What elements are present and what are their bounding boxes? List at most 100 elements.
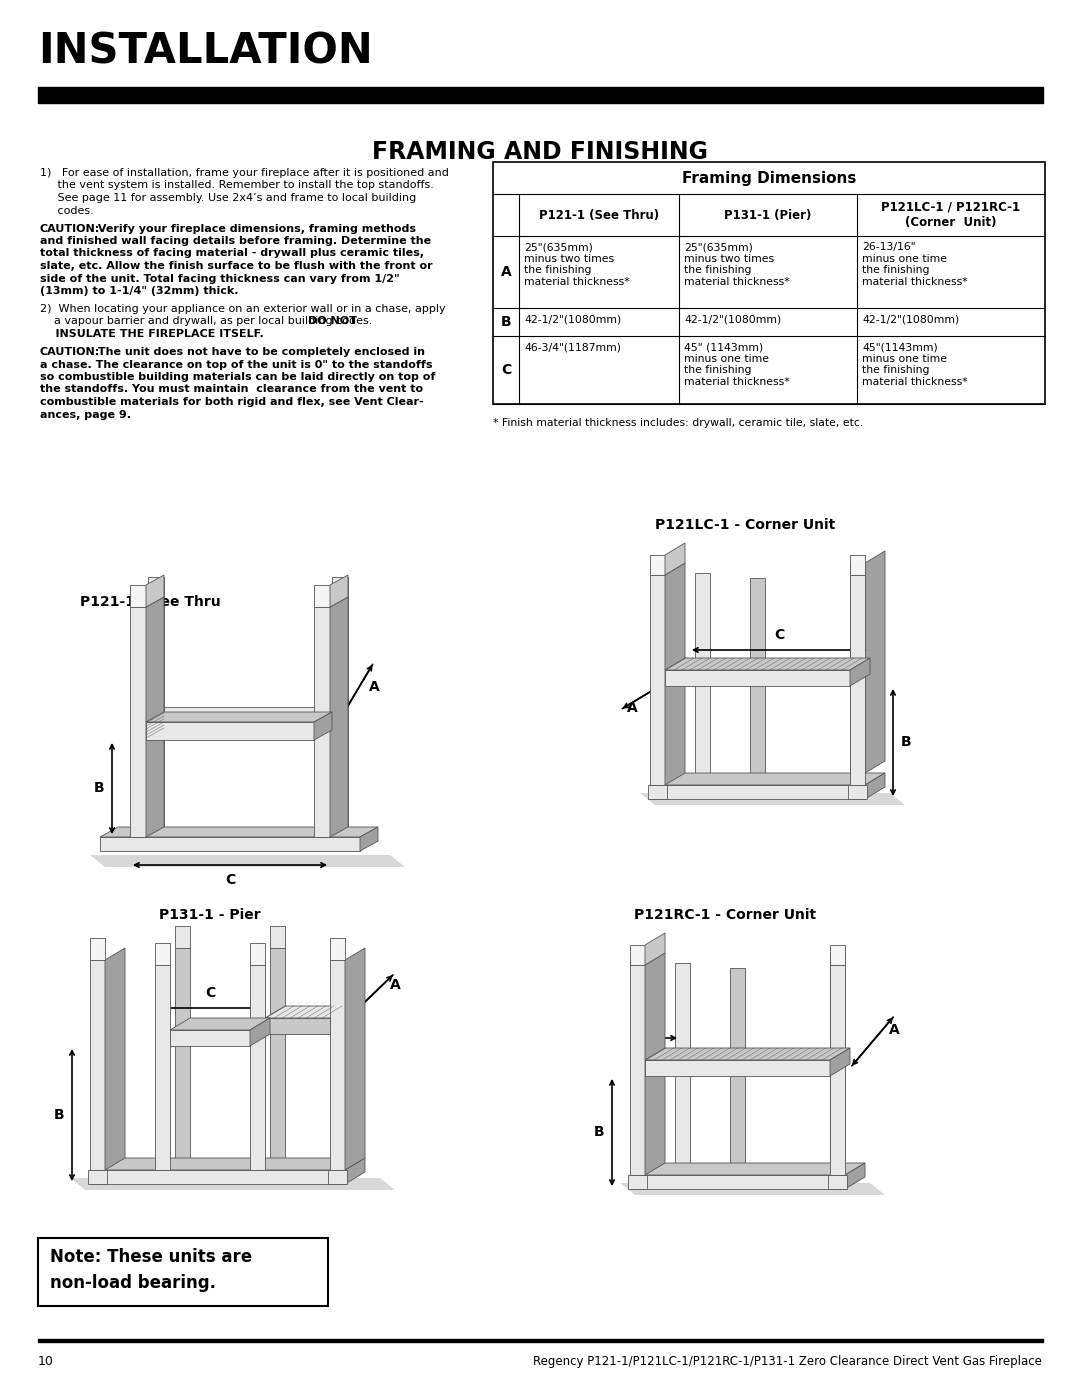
Text: CAUTION:: CAUTION: bbox=[40, 224, 100, 233]
Polygon shape bbox=[630, 1162, 865, 1175]
Text: total thickness of facing material - drywall plus ceramic tiles,: total thickness of facing material - dry… bbox=[40, 249, 424, 258]
Polygon shape bbox=[100, 827, 378, 837]
Polygon shape bbox=[831, 965, 845, 1175]
Text: combustible materials for both rigid and flex, see Vent Clear-: combustible materials for both rigid and… bbox=[40, 397, 423, 407]
Polygon shape bbox=[332, 597, 348, 827]
Polygon shape bbox=[148, 577, 164, 597]
Polygon shape bbox=[648, 785, 667, 799]
Text: A: A bbox=[889, 1023, 900, 1037]
Text: P121LC-1 - Corner Unit: P121LC-1 - Corner Unit bbox=[654, 518, 835, 532]
Text: Framing Dimensions: Framing Dimensions bbox=[681, 170, 856, 186]
Text: A: A bbox=[501, 265, 511, 279]
Polygon shape bbox=[265, 1018, 330, 1034]
Text: 46-3/4"(1187mm): 46-3/4"(1187mm) bbox=[524, 342, 621, 352]
Polygon shape bbox=[650, 555, 665, 576]
Polygon shape bbox=[645, 933, 665, 965]
Text: slate, etc. Allow the finish surface to be flush with the front or: slate, etc. Allow the finish surface to … bbox=[40, 261, 433, 271]
Polygon shape bbox=[330, 576, 348, 608]
Text: P131-1 - Pier: P131-1 - Pier bbox=[159, 908, 260, 922]
Polygon shape bbox=[650, 773, 885, 785]
Text: 42-1/2"(1080mm): 42-1/2"(1080mm) bbox=[524, 314, 621, 324]
Polygon shape bbox=[170, 1018, 270, 1030]
Polygon shape bbox=[105, 949, 125, 1171]
Text: * Finish material thickness includes: drywall, ceramic tile, slate, etc.: * Finish material thickness includes: dr… bbox=[492, 418, 863, 427]
Polygon shape bbox=[314, 712, 332, 740]
Polygon shape bbox=[270, 926, 285, 949]
Polygon shape bbox=[630, 944, 645, 965]
Text: 42-1/2"(1080mm): 42-1/2"(1080mm) bbox=[862, 314, 959, 324]
Polygon shape bbox=[90, 1171, 345, 1185]
Text: 45" (1143mm)
minus one time
the finishing
material thickness*: 45" (1143mm) minus one time the finishin… bbox=[684, 342, 789, 387]
Polygon shape bbox=[865, 550, 885, 773]
Text: P121-1 - See Thru: P121-1 - See Thru bbox=[80, 595, 220, 609]
Text: a vapour barrier and drywall, as per local building codes.: a vapour barrier and drywall, as per loc… bbox=[40, 317, 376, 327]
Polygon shape bbox=[665, 658, 870, 671]
Polygon shape bbox=[148, 597, 164, 827]
Polygon shape bbox=[90, 1158, 365, 1171]
Polygon shape bbox=[100, 837, 360, 851]
Text: codes.: codes. bbox=[40, 205, 94, 215]
Polygon shape bbox=[146, 576, 164, 608]
Polygon shape bbox=[87, 1171, 107, 1185]
Polygon shape bbox=[675, 963, 690, 1162]
Polygon shape bbox=[175, 926, 190, 949]
Text: Regency P121-1/P121LC-1/P121RC-1/P131-1 Zero Clearance Direct Vent Gas Fireplace: Regency P121-1/P121LC-1/P121RC-1/P131-1 … bbox=[534, 1355, 1042, 1368]
Text: CAUTION:: CAUTION: bbox=[40, 346, 100, 358]
Polygon shape bbox=[640, 793, 905, 805]
Text: the vent system is installed. Remember to install the top standoffs.: the vent system is installed. Remember t… bbox=[40, 180, 434, 190]
Polygon shape bbox=[665, 563, 685, 785]
Text: 26-13/16"
minus one time
the finishing
material thickness*: 26-13/16" minus one time the finishing m… bbox=[862, 242, 968, 286]
Polygon shape bbox=[630, 1175, 845, 1189]
Text: 25"(635mm)
minus two times
the finishing
material thickness*: 25"(635mm) minus two times the finishing… bbox=[524, 242, 630, 286]
Polygon shape bbox=[330, 937, 345, 960]
Polygon shape bbox=[265, 1006, 350, 1018]
Text: The unit does not have to be completely enclosed in: The unit does not have to be completely … bbox=[94, 346, 426, 358]
Bar bbox=[492, 162, 1045, 404]
Polygon shape bbox=[70, 1178, 395, 1190]
Polygon shape bbox=[130, 608, 146, 837]
Text: 1)   For ease of installation, frame your fireplace after it is positioned and: 1) For ease of installation, frame your … bbox=[40, 168, 449, 177]
Polygon shape bbox=[345, 949, 365, 1171]
Text: B: B bbox=[593, 1126, 604, 1140]
Text: See page 11 for assembly. Use 2x4’s and frame to local building: See page 11 for assembly. Use 2x4’s and … bbox=[40, 193, 416, 203]
Text: (13mm) to 1-1/4" (32mm) thick.: (13mm) to 1-1/4" (32mm) thick. bbox=[40, 286, 239, 296]
Polygon shape bbox=[249, 1018, 270, 1046]
Text: P121LC-1 / P121RC-1
(Corner  Unit): P121LC-1 / P121RC-1 (Corner Unit) bbox=[881, 201, 1021, 229]
Polygon shape bbox=[831, 944, 845, 965]
Polygon shape bbox=[146, 712, 332, 722]
Polygon shape bbox=[146, 722, 314, 740]
Polygon shape bbox=[630, 965, 645, 1175]
Text: INSTALLATION: INSTALLATION bbox=[38, 29, 373, 73]
Polygon shape bbox=[90, 855, 405, 868]
Polygon shape bbox=[249, 965, 265, 1171]
Polygon shape bbox=[645, 953, 665, 1175]
Text: C: C bbox=[501, 363, 511, 377]
Polygon shape bbox=[850, 555, 865, 576]
Polygon shape bbox=[750, 578, 765, 773]
Polygon shape bbox=[164, 712, 332, 731]
Bar bbox=[38, 87, 1043, 103]
Polygon shape bbox=[164, 707, 332, 725]
Text: 10: 10 bbox=[38, 1355, 54, 1368]
Polygon shape bbox=[328, 1171, 347, 1185]
Polygon shape bbox=[850, 576, 865, 785]
Polygon shape bbox=[845, 1162, 865, 1189]
Text: C: C bbox=[650, 1016, 660, 1030]
Polygon shape bbox=[645, 1060, 831, 1076]
Polygon shape bbox=[650, 576, 665, 785]
Polygon shape bbox=[831, 953, 845, 1162]
Text: C: C bbox=[774, 629, 785, 643]
Polygon shape bbox=[270, 949, 285, 1158]
Polygon shape bbox=[665, 671, 850, 686]
Text: P121RC-1 - Corner Unit: P121RC-1 - Corner Unit bbox=[634, 908, 816, 922]
Polygon shape bbox=[170, 1030, 249, 1046]
Text: B: B bbox=[53, 1108, 64, 1122]
Polygon shape bbox=[645, 1048, 850, 1060]
Polygon shape bbox=[314, 585, 330, 608]
Text: P121-1 (See Thru): P121-1 (See Thru) bbox=[539, 208, 659, 222]
Polygon shape bbox=[850, 658, 870, 686]
Polygon shape bbox=[650, 785, 865, 799]
Polygon shape bbox=[620, 1183, 885, 1194]
Polygon shape bbox=[848, 785, 867, 799]
Polygon shape bbox=[156, 965, 170, 1171]
